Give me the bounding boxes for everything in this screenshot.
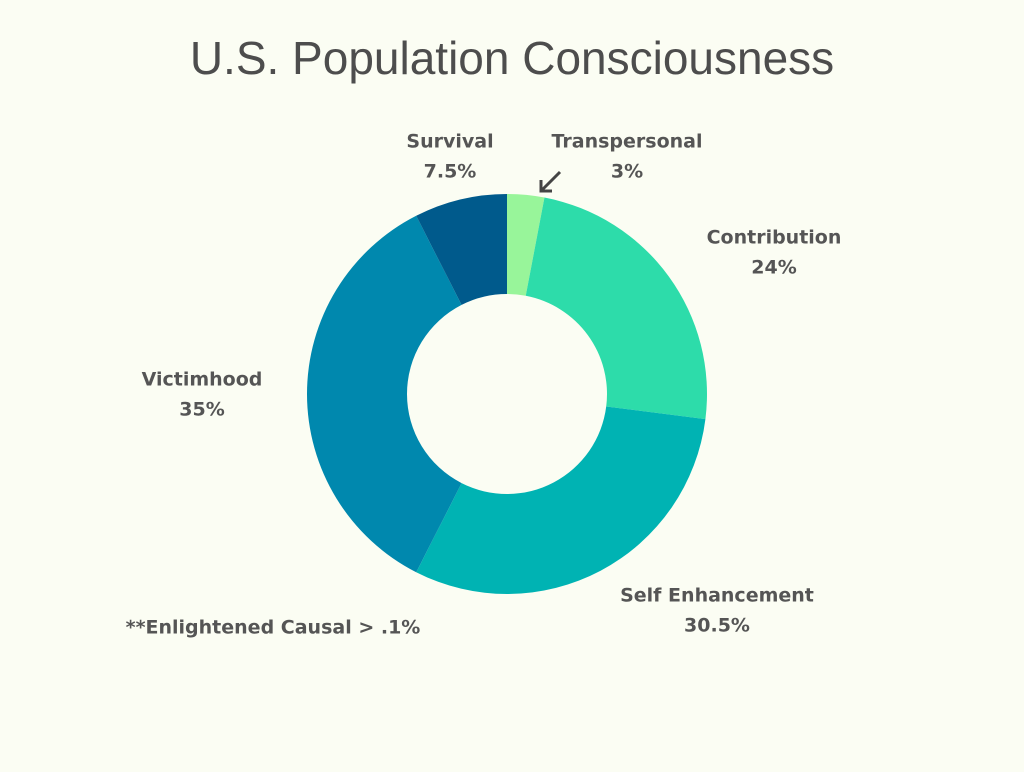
data-label: 7.5% [424, 161, 477, 183]
chart-title: U.S. Population Consciousness [190, 32, 834, 84]
donut-segment [507, 194, 545, 296]
legend-label: Transpersonal [552, 131, 703, 153]
data-label: 30.5% [684, 615, 750, 637]
legend-label: Self Enhancement [620, 585, 814, 607]
annotation: **Enlightened Causal > .1% [126, 617, 421, 639]
donut-segment [416, 194, 507, 305]
donut-segment [416, 406, 706, 594]
donut-segment [525, 197, 707, 420]
legend-label: Survival [406, 131, 493, 153]
data-label: 35% [179, 399, 224, 421]
data-label: 24% [751, 257, 796, 279]
donut-segment [306, 215, 462, 573]
legend-label: Victimhood [142, 369, 263, 391]
legend-label: Contribution [707, 227, 842, 249]
data-label: 3% [611, 161, 643, 183]
pointer-arrow [539, 170, 562, 193]
